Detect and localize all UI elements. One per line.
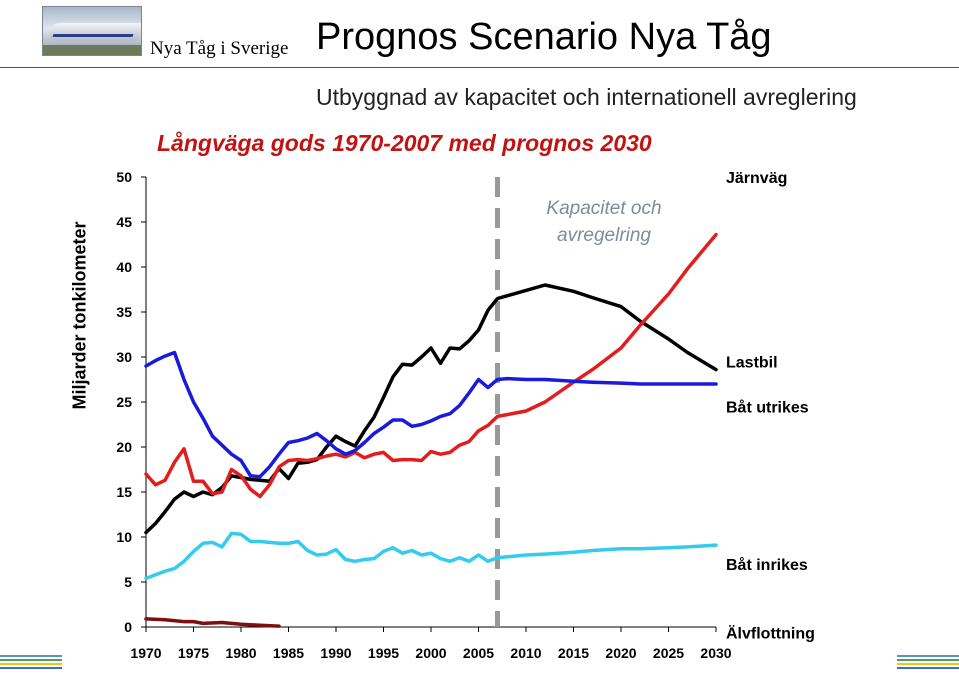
x-tick-label: 2030 [700, 645, 731, 661]
series-line [144, 531, 718, 581]
y-tick-label: 15 [116, 484, 132, 500]
series-label: Lastbil [726, 355, 778, 372]
annotation-label: avregelring [557, 225, 651, 246]
x-tick-label: 2020 [605, 645, 636, 661]
series-line [144, 617, 281, 628]
series-line [144, 350, 718, 479]
footer-decoration-right [897, 655, 959, 673]
chart-title: Långväga gods 1970-2007 med prognos 2030 [157, 130, 652, 156]
x-tick-label: 1975 [178, 645, 209, 661]
page-title: Prognos Scenario Nya Tåg [316, 16, 772, 58]
x-tick-label: 2010 [510, 645, 541, 661]
series-label: Båt inrikes [726, 556, 808, 574]
x-tick-label: 1985 [273, 645, 304, 661]
y-tick-label: 35 [116, 304, 132, 320]
annotation-label: Kapacitet och [546, 198, 661, 219]
y-tick-label: 45 [116, 214, 132, 230]
y-tick-label: 5 [124, 574, 132, 590]
x-tick-label: 2015 [558, 645, 589, 661]
y-tick-label: 10 [116, 529, 132, 545]
series-label: Älvflottning [726, 624, 815, 642]
x-tick-label: 2025 [653, 645, 684, 661]
series-line [144, 232, 718, 499]
x-tick-label: 2000 [415, 645, 446, 661]
train-photo-icon [42, 6, 142, 56]
y-tick-label: 40 [116, 259, 132, 275]
series-label: Båt utrikes [726, 399, 809, 417]
y-tick-label: 30 [116, 349, 132, 365]
brand-name: Nya Tåg i Sverige [150, 38, 289, 59]
y-tick-label: 20 [116, 439, 132, 455]
footer-decoration-left [0, 655, 62, 673]
x-tick-label: 1995 [368, 645, 399, 661]
series-line [144, 283, 718, 535]
x-tick-label: 1990 [320, 645, 351, 661]
y-tick-label: 0 [124, 619, 132, 635]
y-tick-label: 50 [116, 169, 132, 185]
x-tick-label: 2005 [463, 645, 494, 661]
page-subtitle: Utbyggnad av kapacitet och internationel… [316, 84, 857, 110]
x-tick-label: 1970 [130, 645, 161, 661]
y-tick-label: 25 [116, 394, 132, 410]
series-label: Järnväg [726, 170, 787, 187]
x-tick-label: 1980 [225, 645, 256, 661]
header-divider [0, 67, 959, 68]
